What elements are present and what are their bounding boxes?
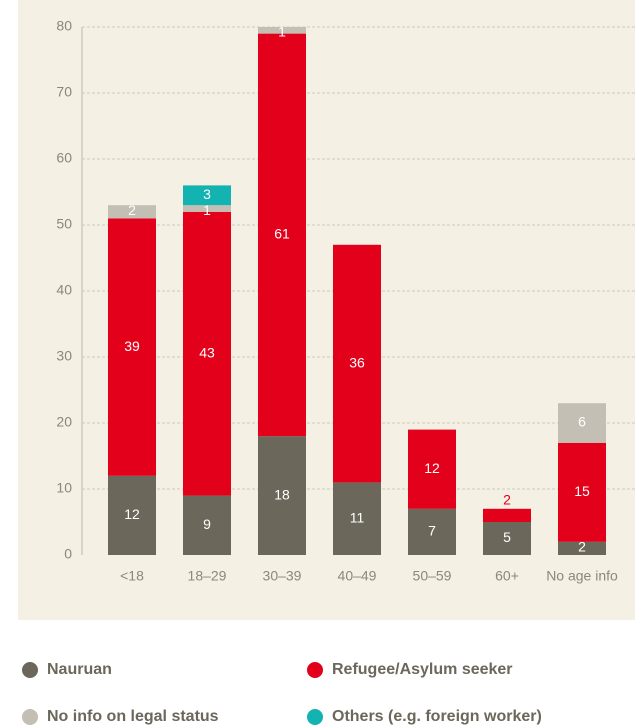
y-tick-label: 30: [56, 348, 72, 364]
data-label: 2: [503, 492, 511, 508]
bar-segment: [258, 436, 306, 555]
bar-segment: [108, 475, 156, 555]
y-tick-label: 60: [56, 150, 72, 166]
bar-segment: [258, 27, 306, 34]
y-tick-label: 0: [64, 546, 72, 562]
data-label: 2: [128, 202, 136, 218]
bar-segment: [108, 205, 156, 219]
data-label: 61: [274, 226, 290, 242]
legend-label: Nauruan: [47, 661, 112, 678]
data-label: 1: [278, 24, 286, 40]
bar-segment: [558, 403, 606, 443]
bar-segment: [108, 218, 156, 476]
x-tick-label: 60+: [495, 568, 519, 584]
legend-swatch: [307, 662, 323, 678]
bar-segment: [258, 33, 306, 437]
data-label: 43: [199, 344, 215, 360]
data-label: 36: [349, 354, 365, 370]
bar-segment: [183, 205, 231, 212]
data-label: 39: [124, 338, 140, 354]
x-tick-label: 30–39: [263, 568, 302, 584]
bar-segment: [333, 244, 381, 483]
data-label: 9: [203, 516, 211, 532]
y-tick-label: 50: [56, 216, 72, 232]
x-tick-label: 18–29: [188, 568, 227, 584]
x-tick-label: No age info: [546, 568, 618, 584]
bar-segment: [558, 541, 606, 555]
y-tick-label: 20: [56, 414, 72, 430]
bar-segment: [408, 429, 456, 509]
data-label: 6: [578, 414, 586, 430]
data-label: 12: [124, 506, 140, 522]
legend-swatch: [22, 662, 38, 678]
legend-swatch: [307, 709, 323, 725]
legend-label: Others (e.g. foreign worker): [332, 708, 542, 725]
data-label: 7: [428, 523, 436, 539]
data-label: 11: [350, 509, 365, 525]
x-tick-label: 40–49: [338, 568, 377, 584]
bar-segment: [408, 508, 456, 555]
data-label: 18: [274, 486, 290, 502]
bar-segment: [183, 185, 231, 206]
data-label: 3: [203, 186, 211, 202]
bar-segment: [483, 508, 531, 522]
legend-label: Refugee/Asylum seeker: [332, 661, 513, 678]
y-tick-label: 70: [56, 84, 72, 100]
bar-segment: [558, 442, 606, 542]
x-tick-label: <18: [120, 568, 144, 584]
data-label: 2: [578, 539, 586, 555]
x-tick-label: 50–59: [413, 568, 452, 584]
y-tick-label: 40: [56, 282, 72, 298]
bar-segment: [333, 482, 381, 555]
bar-segment: [183, 495, 231, 555]
y-tick-label: 80: [56, 18, 72, 34]
data-label: 15: [574, 483, 590, 499]
data-label: 12: [424, 460, 440, 476]
data-label: 1: [203, 202, 211, 218]
legend-swatch: [22, 709, 38, 725]
bar-segment: [183, 211, 231, 496]
legend-label: No info on legal status: [47, 708, 219, 725]
data-label: 5: [503, 529, 511, 545]
bar-segment: [483, 522, 531, 555]
y-tick-label: 10: [56, 480, 72, 496]
